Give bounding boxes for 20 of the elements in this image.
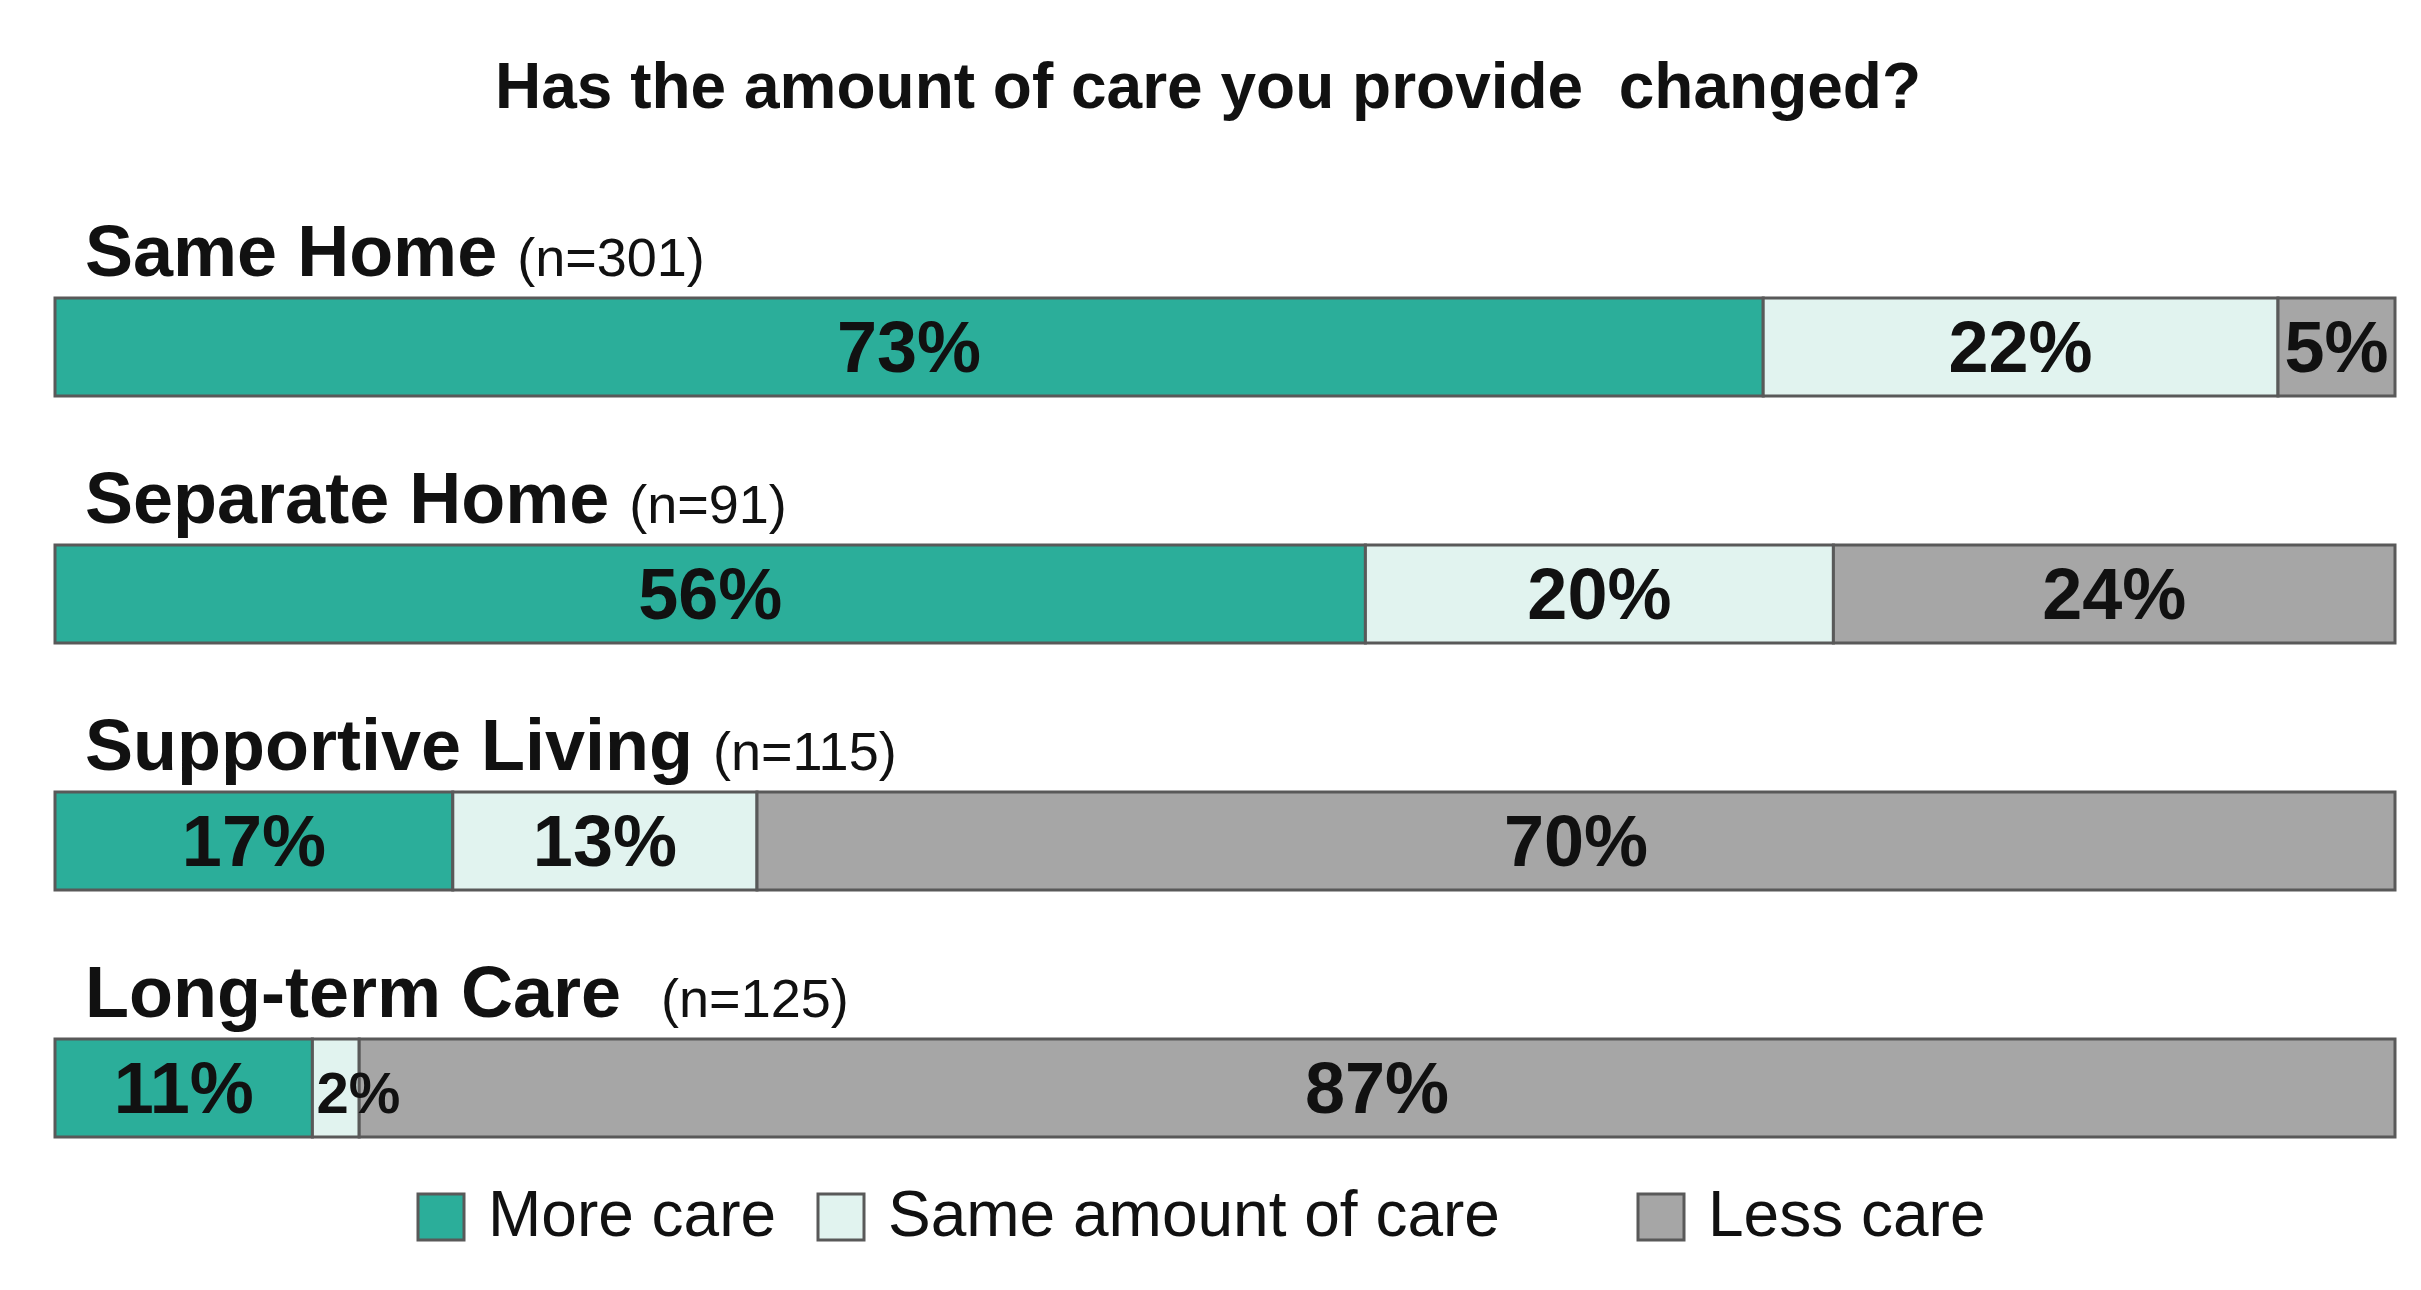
chart-title: Has the amount of care you provide changed? (494, 50, 1922, 122)
y-tick-label: Supportive Living (n=115) (85, 705, 897, 785)
data-label: 73% (837, 307, 982, 387)
data-label: 24% (2042, 554, 2187, 634)
data-label: 70% (1503, 801, 1649, 881)
data-label: 11% (113, 1048, 254, 1128)
y-tick-label: Same Home (n=301) (85, 211, 705, 291)
legend-label: Same amount of care (888, 1178, 1500, 1250)
data-label: 17% (181, 801, 326, 881)
data-label: 13% (532, 801, 677, 881)
data-label: 20% (1527, 554, 1672, 634)
data-label: 87% (1305, 1048, 1450, 1128)
y-tick-label: Separate Home (n=91) (85, 458, 787, 538)
y-tick-label: Long-term Care (n=125) (85, 952, 849, 1032)
data-label: 22% (1948, 307, 2093, 387)
legend-label: More care (488, 1178, 777, 1250)
data-label: 5% (2284, 307, 2389, 387)
data-label: 56% (638, 554, 783, 634)
data-label: 2% (316, 1060, 401, 1125)
legend-label: Less care (1708, 1178, 1986, 1250)
